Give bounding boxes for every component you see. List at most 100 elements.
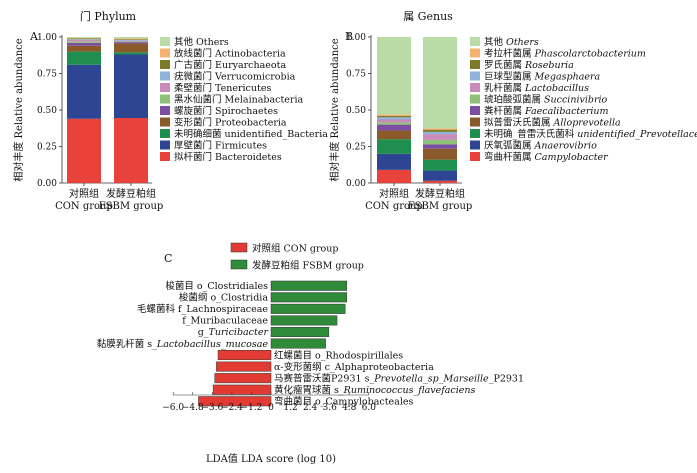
lda-bar (214, 373, 272, 384)
bar-segment (377, 169, 411, 183)
bar-segment (114, 41, 148, 43)
bar-segment (114, 38, 148, 40)
legend-label: 未明确_普雷沃氏菌科 unidentified_Prevotellaceae (484, 128, 697, 140)
x-tick-label: 2.4 (303, 403, 318, 413)
legend-label: 厚壁菌门 Firmicutes (174, 140, 267, 152)
legend-label: 未明确细菌 unidentified_Bacteria (174, 128, 328, 140)
bar-segment (114, 54, 148, 119)
bar-segment (114, 118, 148, 183)
x-tick-label: 对照组 (69, 187, 99, 200)
legend-swatch (470, 37, 480, 46)
bar-segment (67, 51, 101, 65)
legend-label: 广古菌门 Euryarchaeota (174, 59, 286, 71)
bar-segment (377, 119, 411, 123)
bar-label: 梭菌纲 o_Clostridia (179, 292, 268, 304)
bar-segment (423, 170, 457, 181)
legend-swatch (160, 140, 170, 150)
x-tick-label: 对照组 (379, 187, 409, 200)
x-tick-label: 0 (268, 403, 274, 413)
x-tick-label: 3.6 (323, 403, 338, 413)
legend-label: 琥珀酸弧菌属 Succinivibrio (484, 94, 608, 106)
y-axis-label: 相对丰度 Relative abundance (12, 38, 25, 181)
chart-title: 门 Phylum (80, 9, 137, 23)
legend-swatch (470, 140, 480, 150)
legend-label: 弯曲杆菌属 Campylobacter (484, 151, 609, 163)
bar-segment (423, 144, 457, 149)
y-tick-label: 0.75 (346, 70, 366, 80)
legend-swatch (160, 60, 170, 69)
bar-segment (377, 153, 411, 170)
legend-label: 巨球型菌属 Megasphaera (484, 71, 601, 83)
bar-segment (377, 122, 411, 125)
bar-segment (377, 114, 411, 116)
x-tick-label: 发酵豆粕组 (106, 187, 156, 200)
legend-swatch (470, 83, 480, 92)
panel-b-genus-chart: B 属 Genus 相对丰度 Relative abundance 0.00 0.25 0… (328, 10, 697, 212)
bar-segment (377, 115, 411, 118)
bar-segment (67, 45, 101, 52)
x-tick-label-en: CON group (365, 201, 423, 212)
legend-label: 考拉杆菌属 Phascolarctobacterium (484, 48, 646, 60)
legend-label: 拟杆菌门 Bacteroidetes (174, 151, 282, 163)
legend-swatch (160, 129, 170, 138)
bar-segment (114, 40, 148, 42)
bar-segment (67, 39, 101, 40)
legend-swatch (160, 83, 170, 92)
bar-segment (423, 134, 457, 140)
bar-label: f_Muribaculaceae (182, 316, 268, 327)
y-tick-label: 0.00 (346, 179, 366, 189)
legend-swatch (160, 37, 170, 46)
legend-label: 拟普雷沃氏菌属 Alloprevotella (484, 117, 621, 129)
panel-label: A (29, 30, 39, 43)
y-axis-label: 相对丰度 Relative abundance (328, 38, 341, 181)
legend-label: 其他 Others (174, 36, 229, 48)
legend-swatch (230, 259, 248, 270)
legend-label: 放线菌门 Actinobacteria (174, 48, 286, 60)
bar-segment (377, 130, 411, 140)
legend-swatch (160, 117, 170, 127)
x-tick-label: 4.8 (342, 403, 357, 413)
lda-bar (212, 384, 272, 395)
legend-label: 发酵豆粕组 FSBM group (252, 260, 364, 272)
bar-segment (114, 37, 148, 39)
x-tick-label: 发酵豆粕组 (415, 187, 465, 200)
lda-bar (198, 396, 272, 407)
lda-bar (270, 303, 346, 314)
bar-segment (423, 159, 457, 171)
bar-label: g_Turicibacter (198, 327, 270, 338)
legend-label: 变形菌门 Proteobacteria (174, 117, 287, 129)
legend-swatch (160, 71, 170, 81)
y-tick-label: 0.75 (37, 70, 57, 80)
legend-label: 柔壁菌门 Tenericutes (174, 82, 271, 94)
bar-label: 黄化瘤胃球菌 s_Ruminococcus_flavefaciens (274, 384, 476, 396)
lda-bar (217, 350, 272, 361)
lda-bar (270, 280, 348, 291)
legend-swatch (160, 94, 170, 104)
bar-segment (114, 42, 148, 44)
legend-label: 对照组 CON group (252, 243, 338, 255)
legend-swatch (470, 129, 480, 138)
x-tick-label: −3.6 (201, 403, 223, 413)
bar-segment (114, 39, 148, 41)
legend-label: 厌氧弧菌属 Anaerovibrio (484, 140, 597, 152)
bar-segment (114, 39, 148, 40)
legend-swatch (470, 117, 480, 127)
legend-label: 其他 Others (484, 36, 539, 48)
bar-segment (423, 128, 457, 130)
bar-segment (423, 139, 457, 145)
bar-label: 红螺菌目 o_Rhodospirillales (274, 349, 403, 361)
x-tick-label: −2.4 (221, 403, 243, 413)
bar-segment (67, 42, 101, 46)
bar-segment (67, 37, 101, 39)
bar-segment (67, 38, 101, 40)
legend-swatch (470, 94, 480, 104)
bar-segment (377, 117, 411, 120)
bar-segment (423, 148, 457, 160)
legend-label: 黑水仙菌门 Melainabacteria (174, 94, 303, 106)
y-tick-label: 1.00 (346, 33, 366, 43)
legend-swatch (160, 48, 170, 58)
x-tick-label: 6.0 (362, 403, 377, 413)
bar-segment (377, 124, 411, 131)
lda-bar (216, 361, 272, 372)
